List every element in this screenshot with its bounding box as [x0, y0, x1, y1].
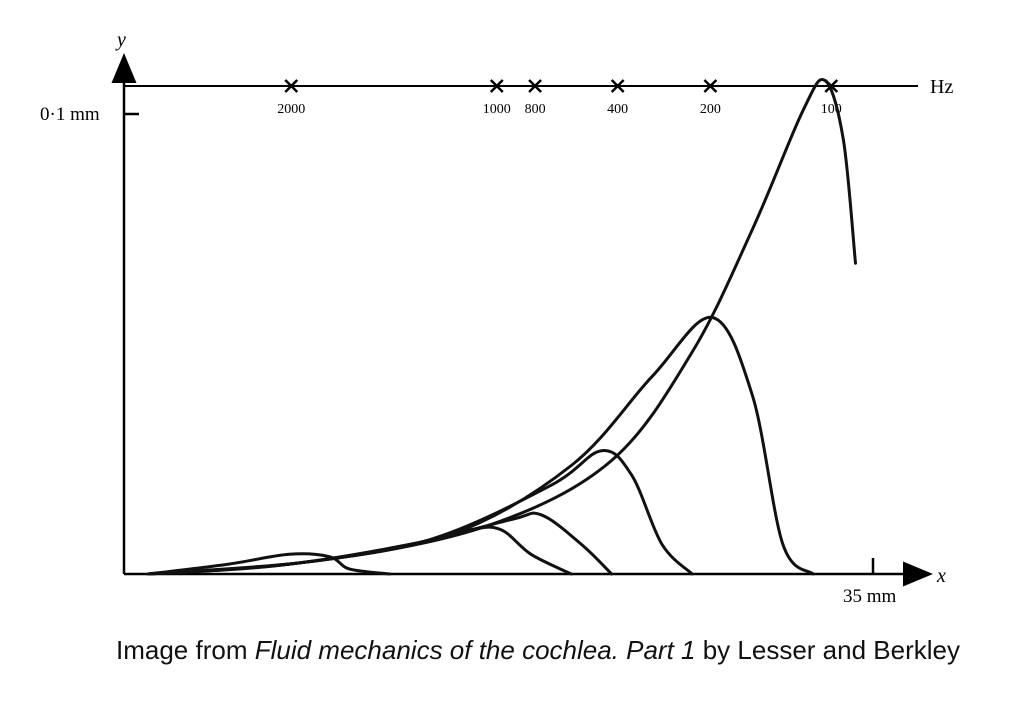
frequency-marker-400: 400: [607, 79, 628, 117]
displacement-curve-5: [146, 315, 815, 576]
figure-caption: Image from Fluid mechanics of the cochle…: [116, 634, 976, 666]
caption-prefix: Image from: [116, 635, 255, 665]
frequency-marker-cross: [489, 79, 504, 93]
frequency-marker-1000: 1000: [483, 79, 511, 117]
frequency-marker-2000: 2000: [277, 79, 305, 117]
x-tick-label: 35 mm: [843, 586, 897, 607]
frequency-marker-label: 1000: [483, 102, 511, 117]
frequency-marker-cross: [610, 79, 625, 93]
displacement-curve-1: [146, 552, 392, 576]
caption-suffix: by Lesser and Berkley: [695, 635, 960, 665]
y-axis-label: y: [115, 29, 126, 51]
frequency-marker-cross: [528, 79, 542, 93]
frequency-marker-cross: [284, 79, 299, 93]
caption-title: Fluid mechanics of the cochlea. Part 1: [254, 635, 696, 665]
frequency-marker-label: 400: [607, 102, 628, 117]
frequency-marker-label: 2000: [277, 102, 305, 117]
frequency-marker-label: 800: [525, 102, 546, 117]
displacement-curve-4: [146, 449, 694, 576]
y-tick-label: 0·1 mm: [40, 104, 100, 125]
frequency-marker-cross: [703, 79, 718, 93]
frequency-marker-200: 200: [700, 79, 721, 117]
frequency-axis-unit: Hz: [930, 76, 953, 98]
frequency-marker-800: 800: [525, 79, 546, 117]
displacement-curves: [146, 78, 857, 576]
frequency-marker-label: 200: [700, 102, 721, 117]
frequency-marker-cross: [824, 79, 839, 93]
displacement-curve-6: [146, 78, 857, 576]
x-axis-label: x: [936, 565, 946, 587]
cochlea-displacement-chart: y 0·1 mm x 35 mm Hz 2000 1000 800 400 200 100: [40, 29, 953, 607]
